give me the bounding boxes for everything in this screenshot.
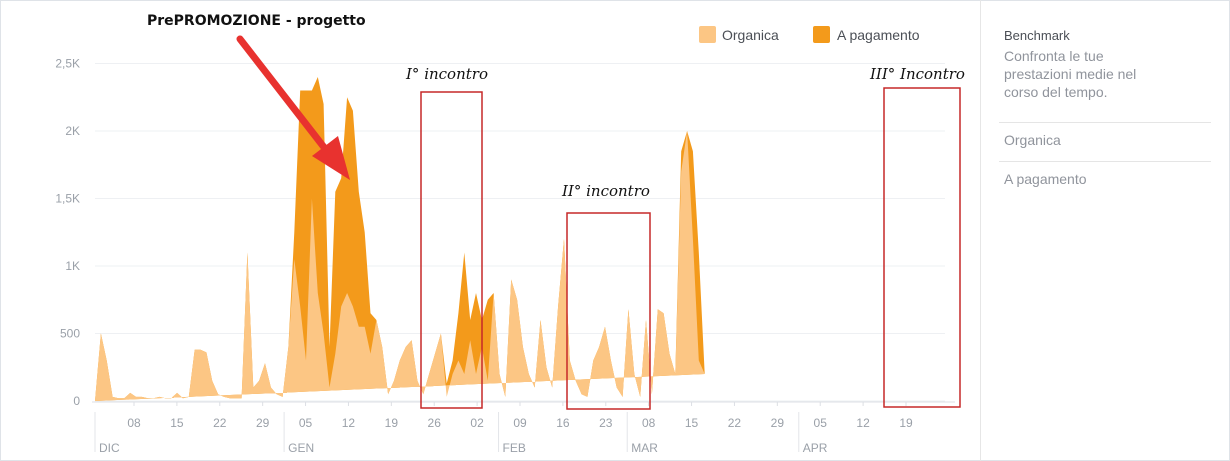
x-tick-label: 09 xyxy=(513,416,527,430)
y-axis: 0 500 1K 1,5K 2K 2,5K xyxy=(55,57,80,409)
series-area-organica[interactable] xyxy=(95,131,705,401)
series-areas xyxy=(95,77,705,401)
x-tick-label: 12 xyxy=(856,416,870,430)
benchmark-title: Benchmark xyxy=(1004,28,1070,43)
benchmark-panel: Benchmark Confronta le tue prestazioni m… xyxy=(980,0,1230,461)
x-tick-label: 26 xyxy=(428,416,442,430)
x-tick-label: 15 xyxy=(685,416,699,430)
x-tick-label: 08 xyxy=(127,416,141,430)
x-tick-label: 19 xyxy=(899,416,913,430)
x-tick-label: 08 xyxy=(642,416,656,430)
x-tick-label: 29 xyxy=(771,416,785,430)
series-area-a-pagamento[interactable] xyxy=(95,77,705,401)
y-tick-label: 1,5K xyxy=(55,192,80,206)
month-label: GEN xyxy=(288,441,314,455)
benchmark-divider xyxy=(999,161,1211,162)
x-tick-label: 19 xyxy=(385,416,399,430)
x-tick-label: 05 xyxy=(814,416,828,430)
x-tick-label: 29 xyxy=(256,416,270,430)
benchmark-divider xyxy=(999,122,1211,123)
chart-area: 0 500 1K 1,5K 2K 2,5K 08 15 22 29 05 12 19 26 02 09 16 2… xyxy=(55,13,965,455)
stacked-area-chart: 0 500 1K 1,5K 2K 2,5K 08 15 22 29 05 12 19 26 02 09 16 2… xyxy=(55,13,965,455)
x-tick-label: 05 xyxy=(299,416,313,430)
benchmark-description: Confronta le tue prestazioni medie nel c… xyxy=(1004,48,1137,100)
x-tick-label: 15 xyxy=(170,416,184,430)
legend-swatch-a-pagamento[interactable] xyxy=(813,26,830,43)
y-tick-label: 500 xyxy=(60,327,80,341)
promo-annotation: PrePROMOZIONE - progetto xyxy=(147,13,366,29)
x-tick-label: 02 xyxy=(470,416,484,430)
month-label: DIC xyxy=(99,441,120,455)
legend-label-organica[interactable]: Organica xyxy=(722,27,779,43)
y-tick-label: 2K xyxy=(65,124,80,138)
incontro-2-label: II° incontro xyxy=(561,182,650,200)
annotations: PrePROMOZIONE - progetto I° incontro II°… xyxy=(147,13,965,410)
x-tick-label: 22 xyxy=(728,416,742,430)
legend-swatch-organica[interactable] xyxy=(699,26,716,43)
x-axis: 08 15 22 29 05 12 19 26 02 09 16 23 08 15 22 29 05 12 19 DI… xyxy=(92,401,955,455)
month-label: MAR xyxy=(631,441,658,455)
x-tick-label: 16 xyxy=(556,416,570,430)
benchmark-item-organica[interactable]: Organica xyxy=(1004,132,1061,148)
incontro-2-box xyxy=(566,212,651,410)
incontro-1-box xyxy=(420,91,483,409)
incontro-1-label: I° incontro xyxy=(405,65,488,83)
month-label: APR xyxy=(803,441,828,455)
month-label: FEB xyxy=(503,441,526,455)
x-tick-label: 22 xyxy=(213,416,227,430)
benchmark-item-a-pagamento[interactable]: A pagamento xyxy=(1004,171,1087,187)
arrow-icon xyxy=(236,35,350,180)
y-tick-label: 2,5K xyxy=(55,57,80,71)
incontro-3-box xyxy=(883,87,961,408)
incontro-3-label: III° Incontro xyxy=(869,65,965,83)
grid xyxy=(95,63,945,402)
x-tick-label: 23 xyxy=(599,416,613,430)
x-tick-label: 12 xyxy=(342,416,356,430)
legend: Organica A pagamento xyxy=(699,26,920,43)
legend-label-a-pagamento[interactable]: A pagamento xyxy=(837,27,920,43)
y-tick-label: 1K xyxy=(65,259,80,273)
y-tick-label: 0 xyxy=(73,394,80,408)
